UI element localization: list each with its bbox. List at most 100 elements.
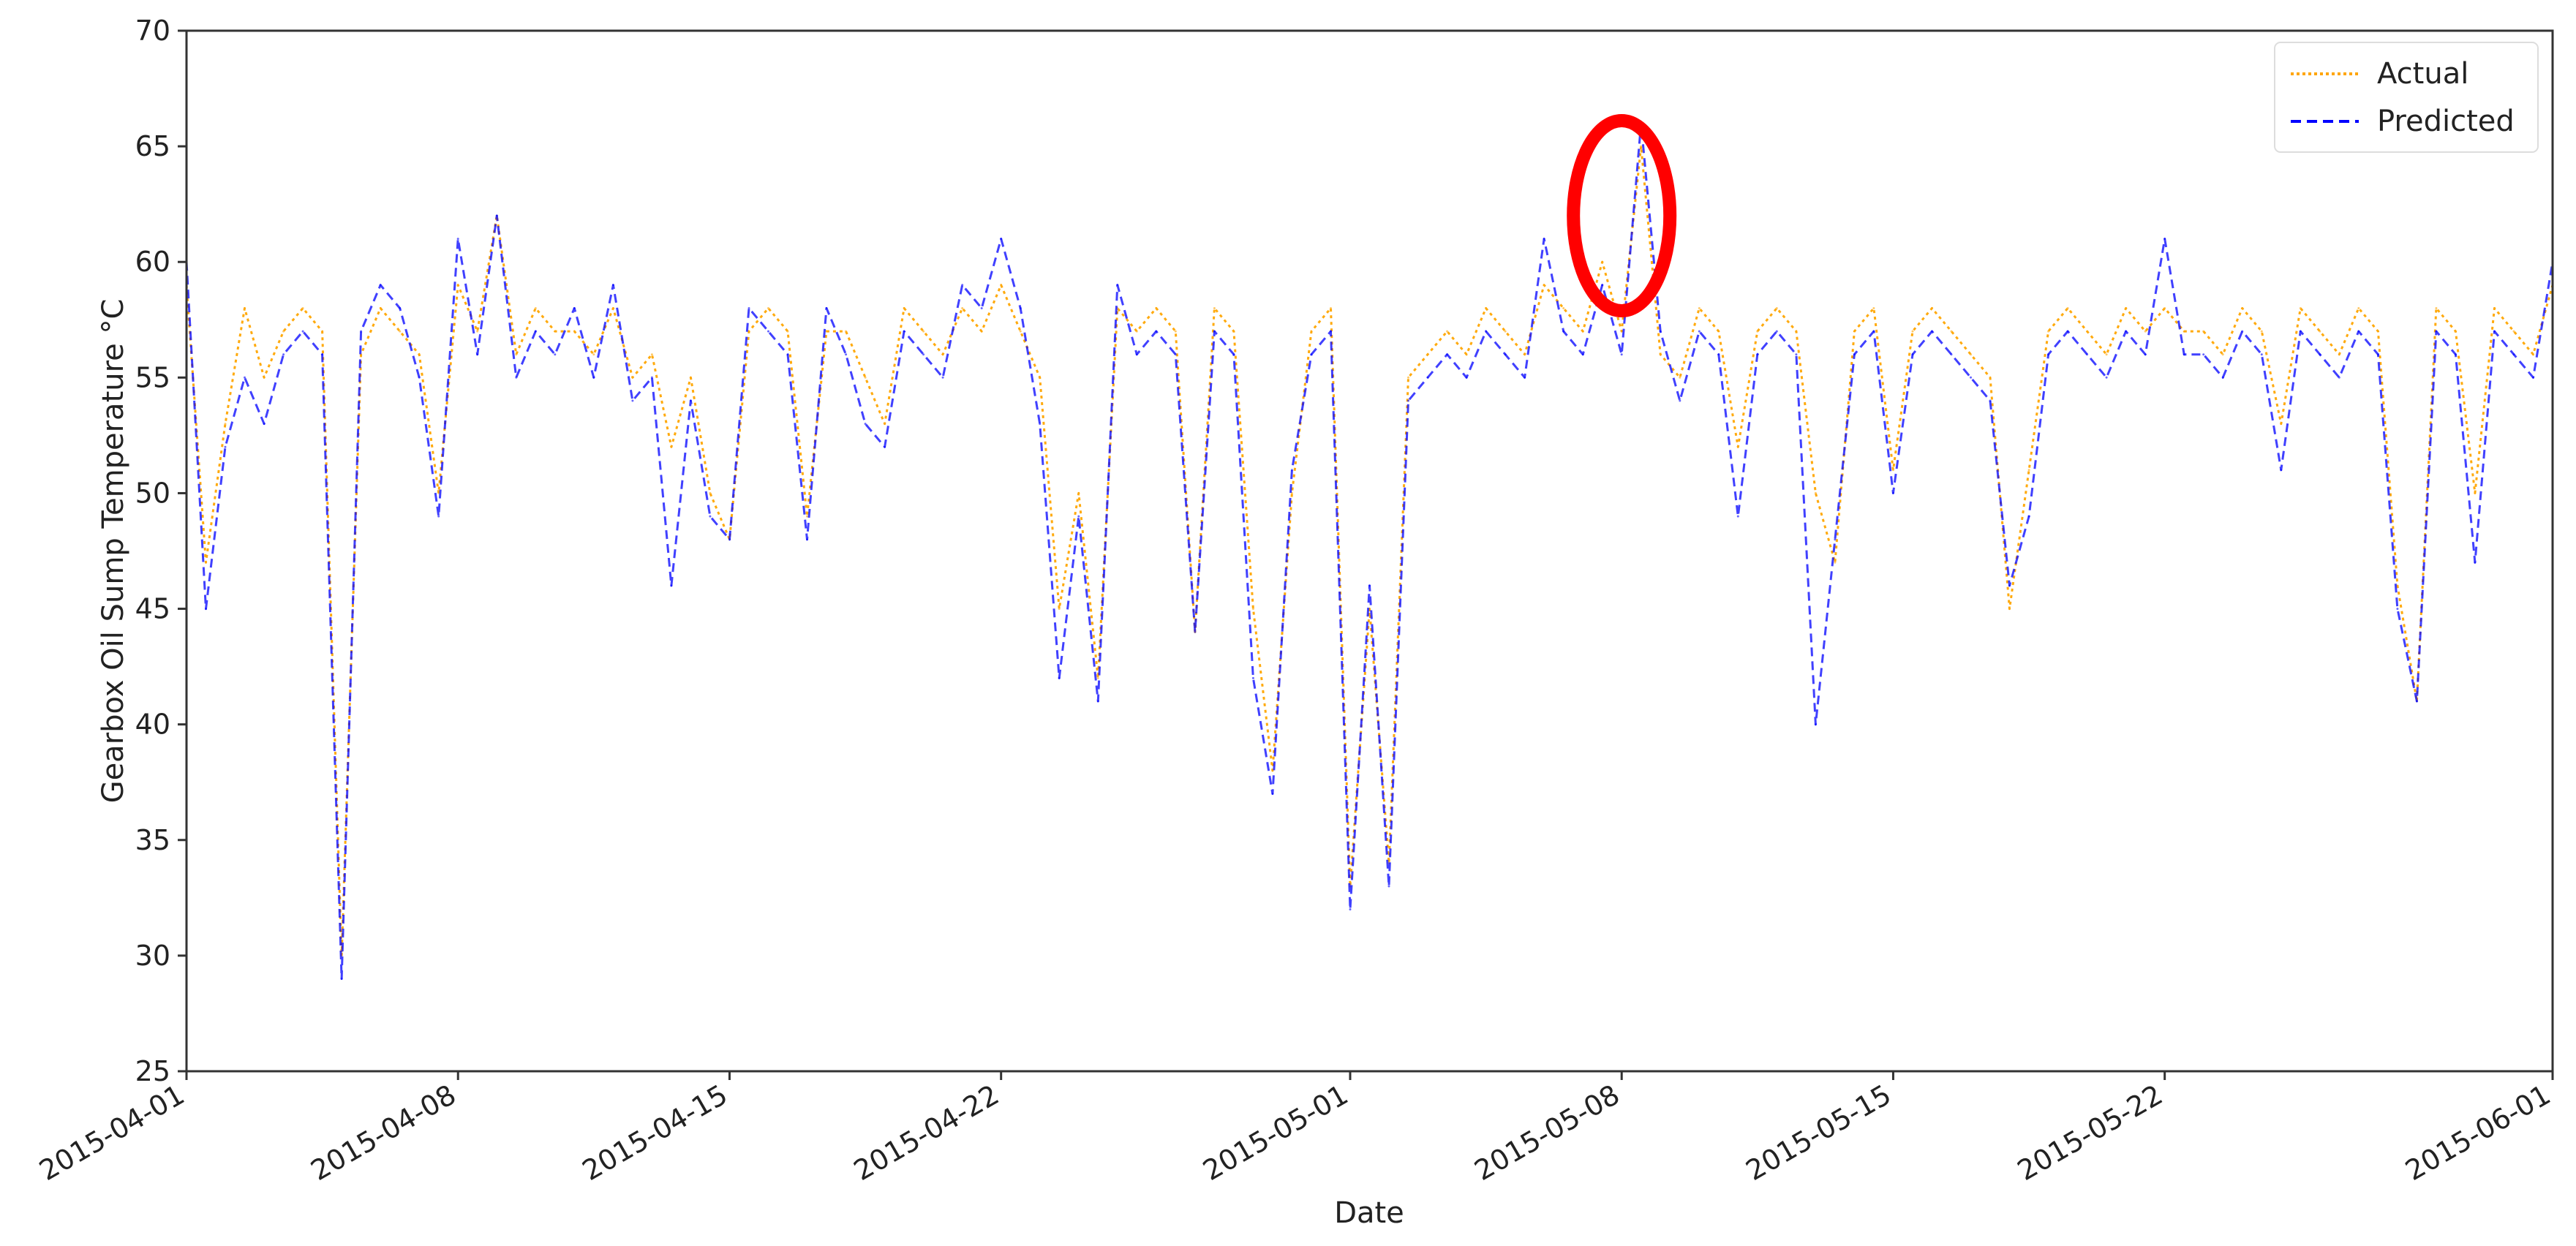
data-point-actual (1736, 445, 1739, 448)
data-point-actual (2493, 307, 2496, 309)
data-point-actual (399, 330, 402, 333)
data-point-predicted (1717, 353, 1720, 356)
data-point-predicted (806, 538, 808, 541)
data-point-predicted (1194, 630, 1197, 633)
data-point-actual (980, 330, 983, 333)
y-tick-label: 60 (135, 246, 170, 278)
y-axis: 25 30 35 40 45 50 55 60 65 70 (135, 15, 187, 1087)
data-point-predicted (321, 353, 324, 356)
data-point-predicted (1659, 330, 1662, 333)
data-point-actual (845, 330, 848, 333)
data-point-actual (244, 307, 246, 309)
data-point-actual (1891, 469, 1894, 472)
data-point-actual (689, 376, 692, 379)
legend-label-predicted: Predicted (2377, 105, 2515, 138)
data-point-actual (1407, 376, 1409, 379)
data-point-predicted (224, 445, 227, 448)
data-point-actual (1174, 330, 1177, 333)
data-point-predicted (437, 515, 440, 518)
data-point-predicted (1795, 353, 1798, 356)
data-point-actual (941, 353, 944, 356)
data-point-actual (786, 330, 789, 333)
data-point-actual (515, 353, 518, 356)
data-point-predicted (2415, 700, 2418, 703)
y-tick-label: 55 (135, 361, 170, 393)
data-point-predicted (1485, 330, 1488, 333)
data-point-predicted (2512, 353, 2515, 356)
data-point-actual (1155, 307, 1158, 309)
legend-label-actual: Actual (2377, 57, 2468, 91)
data-point-predicted (1620, 353, 1623, 356)
data-point-predicted (1853, 353, 1856, 356)
data-point-actual (1330, 307, 1332, 309)
data-point-predicted (1116, 284, 1119, 287)
y-tick-label: 25 (135, 1055, 170, 1087)
y-axis-label: Gearbox Oil Sump Temperature °C (97, 299, 130, 804)
data-point-predicted (2066, 330, 2069, 333)
data-point-actual (1756, 330, 1759, 333)
data-point-predicted (1775, 330, 1778, 333)
data-point-actual (1039, 376, 1042, 379)
data-point-actual (1524, 353, 1526, 356)
series-actual (185, 145, 2554, 957)
data-point-predicted (1465, 376, 1468, 379)
data-point-predicted (2338, 376, 2340, 379)
data-point-actual (573, 330, 576, 333)
data-point-predicted (980, 307, 983, 309)
data-point-predicted (2396, 608, 2399, 611)
data-point-actual (2454, 330, 2457, 333)
data-point-predicted (2202, 353, 2205, 356)
data-point-actual (321, 330, 324, 333)
data-point-actual (961, 307, 964, 309)
data-point-predicted (592, 376, 595, 379)
y-tick-label: 40 (135, 709, 170, 741)
data-point-actual (2066, 307, 2069, 309)
data-point-actual (1135, 330, 1138, 333)
data-point-predicted (1271, 793, 1274, 795)
data-point-predicted (205, 608, 207, 611)
data-point-predicted (1251, 676, 1254, 679)
data-point-actual (1058, 608, 1061, 611)
data-point-predicted (1931, 330, 1933, 333)
data-point-actual (2376, 330, 2379, 333)
data-point-predicted (1000, 238, 1003, 241)
data-point-predicted (709, 515, 712, 518)
data-point-predicted (282, 353, 285, 356)
data-point-actual (2357, 307, 2360, 309)
data-point-actual (282, 330, 285, 333)
data-point-predicted (2357, 330, 2360, 333)
data-point-predicted (670, 584, 673, 587)
data-point-actual (2144, 330, 2147, 333)
data-point-predicted (786, 353, 789, 356)
data-point-actual (1970, 353, 1972, 356)
data-point-actual (1581, 330, 1584, 333)
data-point-predicted (961, 284, 964, 287)
data-point-predicted (534, 330, 537, 333)
data-point-predicted (2163, 238, 2166, 241)
data-point-predicted (825, 307, 828, 309)
x-axis-label: Date (1334, 1196, 1404, 1230)
data-point-predicted (845, 353, 848, 356)
data-point-predicted (1426, 376, 1429, 379)
data-point-predicted (650, 376, 653, 379)
data-point-predicted (573, 307, 576, 309)
data-point-actual (2280, 423, 2283, 426)
data-point-predicted (747, 307, 750, 309)
data-point-actual (709, 491, 712, 494)
data-point-predicted (2105, 376, 2108, 379)
data-point-predicted (456, 238, 459, 241)
data-point-actual (1485, 307, 1488, 309)
y-tick-label: 50 (135, 477, 170, 509)
data-point-predicted (1407, 399, 1409, 402)
data-point-predicted (2125, 330, 2128, 333)
data-point-predicted (2183, 353, 2185, 356)
data-point-actual (1834, 561, 1837, 564)
data-point-predicted (1950, 353, 1953, 356)
y-tick-label: 45 (135, 593, 170, 625)
data-point-predicted (1698, 330, 1701, 333)
data-point-actual (1950, 330, 1953, 333)
data-point-predicted (1077, 515, 1080, 518)
data-point-predicted (903, 330, 905, 333)
data-point-actual (1814, 491, 1817, 494)
data-point-actual (884, 423, 886, 426)
